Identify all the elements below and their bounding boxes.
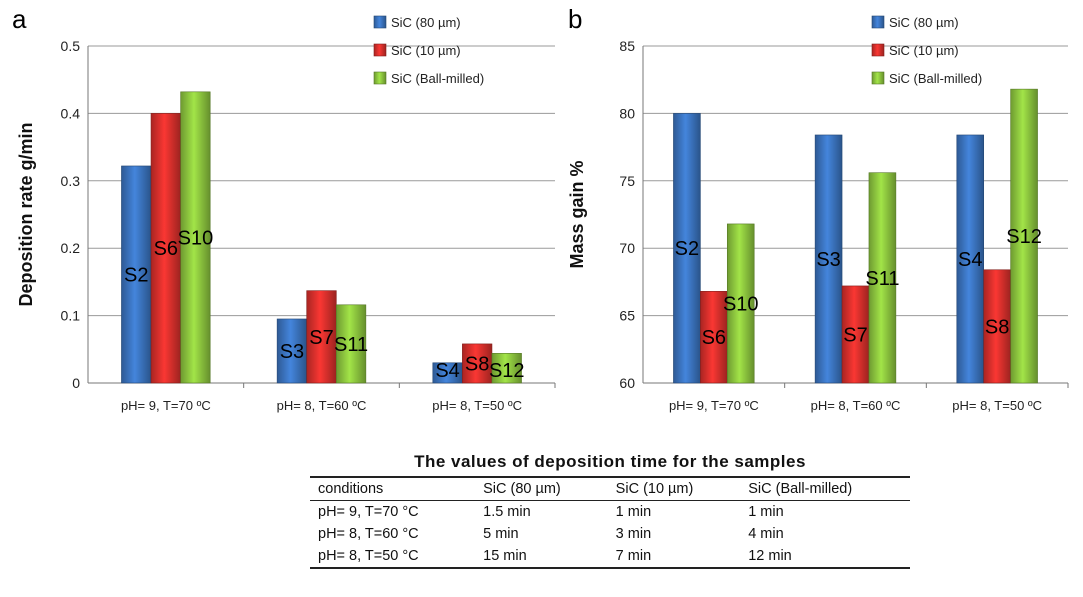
legend-entry: SiC (10 µm) <box>391 43 461 58</box>
panel-letter: b <box>568 4 582 34</box>
y-tick-label: 60 <box>619 375 635 391</box>
y-tick-label: 0.5 <box>61 38 81 54</box>
bar-sample-label: S2 <box>124 264 148 286</box>
legend-swatch <box>373 43 387 57</box>
table-header-row: conditions SiC (80 µm) SiC (10 µm) SiC (… <box>310 477 910 501</box>
bar <box>956 134 985 384</box>
bar-sample-label: S8 <box>465 353 489 375</box>
x-category-label: pH= 9, T=70 ºC <box>669 398 759 413</box>
bar-sample-label: S4 <box>435 360 459 382</box>
bar-sample-label: S6 <box>154 238 178 260</box>
bar-sample-label: S3 <box>280 341 304 363</box>
table-row: pH= 8, T=60 °C 5 min 3 min 4 min <box>310 523 910 545</box>
y-tick-label: 0.3 <box>61 173 81 189</box>
x-category-label: pH= 9, T=70 ºC <box>121 398 211 413</box>
y-tick-label: 80 <box>619 105 635 121</box>
y-tick-label: 70 <box>619 240 635 256</box>
deposition-time-table-block: The values of deposition time for the sa… <box>310 452 910 569</box>
bar-sample-label: S11 <box>334 334 368 356</box>
bar-sample-label: S8 <box>985 316 1009 338</box>
bar-sample-label: S12 <box>1006 226 1042 248</box>
y-axis-title: Deposition rate g/min <box>16 122 36 306</box>
bar <box>673 113 701 384</box>
cell-time: 12 min <box>748 548 792 564</box>
bar <box>276 318 308 384</box>
bar-sample-label: S2 <box>675 238 699 260</box>
bar-sample-label: S3 <box>816 249 840 271</box>
x-category-label: pH= 8, T=50 ºC <box>952 398 1042 413</box>
y-tick-label: 0 <box>72 375 80 391</box>
header-conditions: conditions <box>318 481 384 497</box>
bar <box>1010 88 1038 384</box>
bar-sample-label: S7 <box>843 324 867 346</box>
bar <box>726 223 755 384</box>
bar <box>180 91 211 384</box>
x-category-label: pH= 8, T=60 ºC <box>277 398 367 413</box>
table-title: The values of deposition time for the sa… <box>414 452 806 471</box>
cell-time: 1.5 min <box>483 504 531 520</box>
header-sic-10: SiC (10 µm) <box>615 481 694 497</box>
cell-time: 1 min <box>748 504 784 520</box>
legend-swatch <box>871 71 885 85</box>
y-tick-label: 0.4 <box>61 105 81 121</box>
x-category-label: pH= 8, T=60 ºC <box>811 398 901 413</box>
charts-canvas: a 0 0.1 0.2 0.3 0.4 0.5 Deposition rate g/min pH… <box>12 4 1069 413</box>
bar-sample-label: S10 <box>723 293 759 315</box>
legend-entry: SiC (Ball-milled) <box>889 71 982 86</box>
bar <box>700 291 728 384</box>
bar-sample-label: S6 <box>702 327 726 349</box>
y-tick-label: 85 <box>619 38 635 54</box>
y-tick-label: 0.2 <box>61 240 81 256</box>
bar-sample-label: S11 <box>865 268 899 290</box>
table-row: pH= 9, T=70 °C 1.5 min 1 min 1 min <box>310 501 910 524</box>
cell-condition: pH= 9, T=70 °C <box>318 504 419 520</box>
bar <box>868 172 897 384</box>
legend-swatch <box>871 15 885 29</box>
cell-time: 5 min <box>483 526 519 542</box>
panel-letter: a <box>12 4 27 34</box>
bar <box>306 290 337 384</box>
table-row: pH= 8, T=50 °C 15 min 7 min 12 min <box>310 545 910 568</box>
bar <box>814 134 843 384</box>
y-tick-label: 65 <box>619 308 635 324</box>
bar <box>841 285 870 384</box>
bar <box>462 343 493 384</box>
bar <box>335 304 367 384</box>
header-sic-80: SiC (80 µm) <box>483 481 561 497</box>
y-axis-title: Mass gain % <box>567 160 587 268</box>
y-tick-label: 75 <box>619 173 635 189</box>
deposition-time-table: conditions SiC (80 µm) SiC (10 µm) SiC (… <box>310 476 910 569</box>
legend-swatch <box>373 15 387 29</box>
bar <box>491 353 522 384</box>
cell-time: 7 min <box>615 548 652 564</box>
bar <box>150 113 181 384</box>
bar-sample-label: S10 <box>178 227 214 249</box>
legend-swatch <box>373 71 387 85</box>
legend-entry: SiC (80 µm) <box>889 15 959 30</box>
y-tick-label: 0.1 <box>61 308 81 324</box>
legend-swatch <box>871 43 885 57</box>
cell-time: 15 min <box>483 548 527 564</box>
bar-sample-label: S4 <box>958 249 982 271</box>
cell-time: 4 min <box>748 526 784 542</box>
bar-sample-label: S12 <box>489 360 525 382</box>
x-category-label: pH= 8, T=50 ºC <box>432 398 522 413</box>
legend-entry: SiC (80 µm) <box>391 15 461 30</box>
legend-entry: SiC (10 µm) <box>889 43 959 58</box>
cell-condition: pH= 8, T=60 °C <box>318 526 419 542</box>
legend-entry: SiC (Ball-milled) <box>391 71 484 86</box>
cell-condition: pH= 8, T=50 °C <box>318 548 419 564</box>
cell-time: 3 min <box>615 526 652 542</box>
bar-sample-label: S7 <box>309 327 333 349</box>
cell-time: 1 min <box>615 504 652 520</box>
header-sic-ball-milled: SiC (Ball-milled) <box>748 481 853 497</box>
